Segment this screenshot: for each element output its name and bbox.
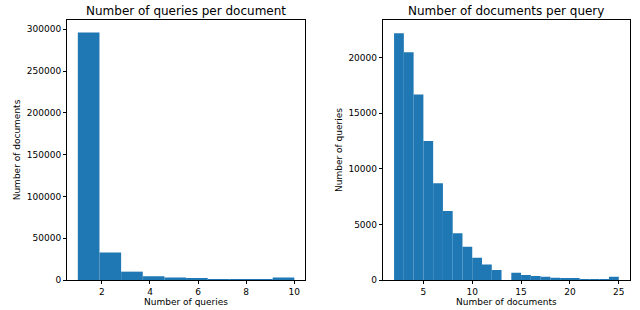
svg-text:10000: 10000 bbox=[348, 164, 377, 174]
svg-text:Number of documents: Number of documents bbox=[12, 99, 22, 200]
svg-text:0: 0 bbox=[371, 275, 377, 285]
svg-text:25: 25 bbox=[613, 287, 624, 297]
svg-text:5: 5 bbox=[421, 287, 427, 297]
svg-text:10: 10 bbox=[467, 287, 479, 297]
svg-text:20000: 20000 bbox=[348, 53, 377, 63]
svg-text:6: 6 bbox=[195, 287, 201, 297]
svg-text:50000: 50000 bbox=[33, 233, 62, 243]
svg-text:Number of documents: Number of documents bbox=[456, 297, 557, 307]
svg-text:200000: 200000 bbox=[27, 108, 62, 118]
svg-text:Number of queries: Number of queries bbox=[144, 297, 228, 307]
svg-text:8: 8 bbox=[243, 287, 249, 297]
svg-text:20: 20 bbox=[564, 287, 576, 297]
svg-text:10: 10 bbox=[289, 287, 301, 297]
svg-text:Number of queries per document: Number of queries per document bbox=[86, 4, 286, 18]
svg-text:300000: 300000 bbox=[27, 24, 62, 34]
svg-text:100000: 100000 bbox=[27, 192, 62, 202]
svg-text:150000: 150000 bbox=[27, 150, 62, 160]
svg-text:0: 0 bbox=[55, 275, 61, 285]
svg-text:4: 4 bbox=[147, 287, 153, 297]
svg-text:Number of queries: Number of queries bbox=[334, 108, 344, 192]
svg-text:15: 15 bbox=[515, 287, 526, 297]
svg-text:250000: 250000 bbox=[27, 66, 62, 76]
svg-text:15000: 15000 bbox=[348, 108, 377, 118]
svg-text:2: 2 bbox=[99, 287, 105, 297]
svg-text:Number of documents per query: Number of documents per query bbox=[408, 4, 604, 18]
svg-text:5000: 5000 bbox=[354, 220, 377, 230]
